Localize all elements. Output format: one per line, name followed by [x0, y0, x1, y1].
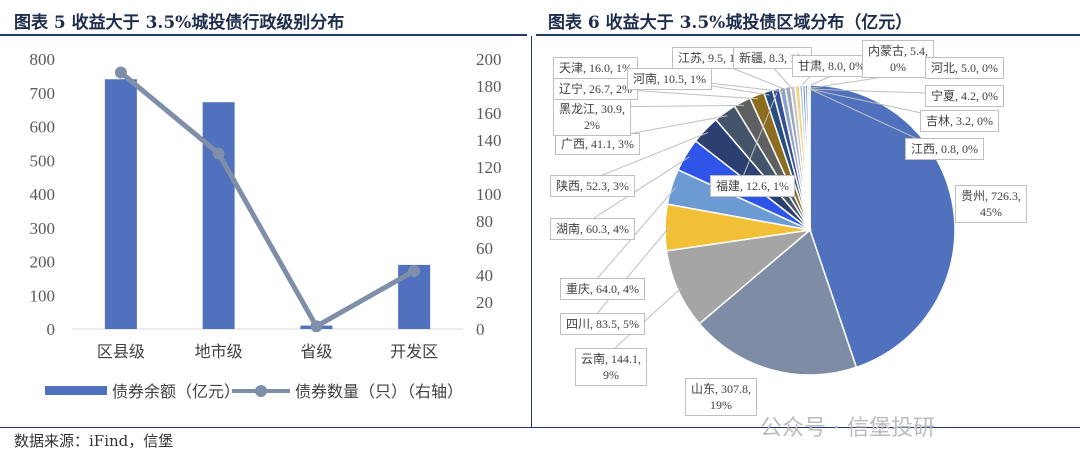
divider	[531, 36, 532, 428]
left-tick-label: 400	[30, 185, 56, 204]
right-chart-title: 图表 6 收益大于 3.5%城投债区域分布（亿元）	[548, 13, 913, 33]
line-point	[408, 264, 421, 277]
pie-data-label: 宁夏, 4.2, 0%	[925, 85, 1004, 107]
leader-line	[739, 92, 778, 185]
line-series	[119, 70, 416, 330]
source-note: 数据来源：iFind，信堡	[14, 432, 174, 450]
pie-data-label: 福建, 12.6, 1%	[710, 175, 795, 197]
left-tick-label: 200	[30, 253, 56, 272]
legend-bar-swatch	[45, 386, 107, 395]
pie-slice	[665, 228, 813, 325]
pie-data-label: 江西, 0.8, 0%	[905, 138, 984, 160]
pie-data-label: 吉林, 3.2, 0%	[920, 110, 999, 132]
left-tick-label: 100	[30, 286, 56, 305]
legend-line-label: 债券数量（只）（右轴）	[295, 383, 463, 401]
bar	[104, 79, 137, 329]
pie-chart	[579, 48, 956, 376]
right-tick-label: 180	[476, 77, 502, 96]
pie-data-label: 湖南, 60.3, 4%	[550, 218, 635, 240]
pie-data-label: 甘肃, 8.0, 0%	[792, 55, 871, 77]
pie-data-label: 天津, 16.0, 1%	[553, 57, 638, 79]
pie-data-label: 内蒙古, 5.4, 0%	[862, 40, 935, 78]
pie-data-label: 贵州, 726.3, 45%	[955, 185, 1028, 223]
right-tick-label: 0	[476, 320, 485, 339]
left-tick-label: 0	[47, 320, 56, 339]
line-point	[212, 147, 225, 160]
pie-data-label: 广西, 41.1, 3%	[555, 133, 640, 155]
pie-data-label: 辽宁, 26.7, 2%	[553, 78, 638, 100]
leader-line	[809, 88, 936, 148]
category-label: 地市级	[195, 343, 243, 361]
bar	[202, 102, 235, 329]
category-label: 区县级	[97, 343, 145, 361]
leader-line	[589, 227, 670, 323]
pie-data-label: 黑龙江, 30.9, 2%	[553, 98, 632, 136]
line-point	[310, 320, 323, 333]
pie-slice	[698, 228, 858, 376]
legend-bar-label: 债券余额（亿元）	[112, 382, 240, 401]
divider	[536, 34, 1080, 36]
right-tick-label: 140	[476, 131, 502, 150]
left-tick-label: 800	[30, 50, 56, 69]
right-tick-label: 100	[476, 185, 502, 204]
pie-data-label: 陕西, 52.3, 3%	[550, 175, 635, 197]
right-tick-label: 20	[476, 293, 493, 312]
bar-line-chart: 0 100 200 300 400 500 600 700 800 0 20 40 60 80 100 120…	[30, 50, 502, 401]
right-tick-label: 200	[476, 50, 502, 69]
left-chart-title: 图表 5 收益大于 3.5%城投债行政级别分布	[14, 13, 345, 33]
line-point	[114, 66, 127, 79]
right-tick-label: 120	[476, 158, 502, 177]
legend-line-marker	[255, 385, 267, 397]
right-tick-label: 60	[476, 239, 493, 258]
pie-data-label: 山东, 307.8, 19%	[685, 378, 758, 416]
right-tick-label: 80	[476, 212, 493, 231]
pie-data-label: 云南, 144.1, 9%	[575, 348, 648, 386]
left-tick-label: 500	[30, 151, 56, 170]
left-tick-label: 700	[30, 84, 56, 103]
pie-data-label: 河南, 10.5, 1%	[627, 68, 712, 90]
category-label: 开发区	[390, 343, 438, 361]
left-tick-label: 600	[30, 118, 56, 137]
right-tick-label: 40	[476, 266, 493, 285]
left-tick-label: 300	[30, 219, 56, 238]
watermark: 公众号 · 信堡投研	[760, 416, 935, 441]
category-label: 省级	[300, 343, 332, 361]
pie-data-label: 河北, 5.0, 0%	[925, 57, 1004, 79]
divider	[0, 427, 1080, 428]
pie-data-label: 四川, 83.5, 5%	[560, 313, 645, 335]
pie-data-label: 重庆, 64.0, 4%	[560, 278, 645, 300]
divider	[0, 34, 527, 36]
right-tick-label: 160	[476, 104, 502, 123]
